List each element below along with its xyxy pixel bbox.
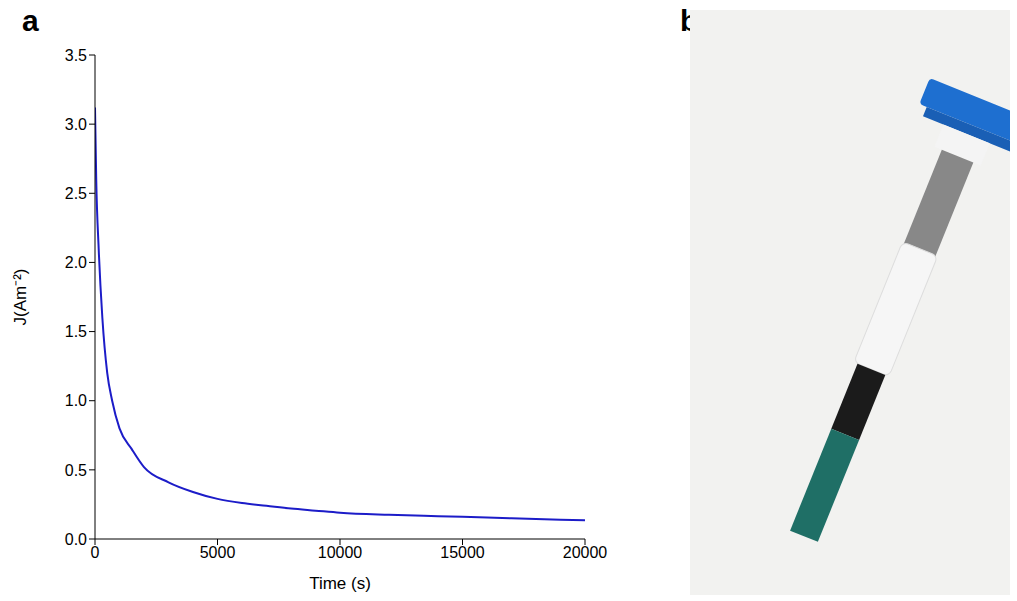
svg-text:Time (s): Time (s) (309, 574, 371, 593)
svg-text:2.5: 2.5 (65, 185, 87, 202)
html-text:a: a (22, 4, 39, 37)
svg-text:5000: 5000 (200, 544, 236, 561)
svg-text:3.5: 3.5 (65, 47, 87, 64)
svg-text:3.0: 3.0 (65, 116, 87, 133)
svg-text:0: 0 (91, 544, 100, 561)
svg-text:20000: 20000 (563, 544, 608, 561)
svg-text:0.5: 0.5 (65, 462, 87, 479)
svg-text:2.0: 2.0 (65, 254, 87, 271)
svg-text:1.0: 1.0 (65, 392, 87, 409)
svg-text:15000: 15000 (440, 544, 485, 561)
svg-text:1.5: 1.5 (65, 323, 87, 340)
svg-text:0.0: 0.0 (65, 531, 87, 548)
html-text:b: b (680, 4, 699, 37)
svg-text:J(Am⁻²): J(Am⁻²) (11, 269, 30, 326)
svg-text:10000: 10000 (318, 544, 363, 561)
